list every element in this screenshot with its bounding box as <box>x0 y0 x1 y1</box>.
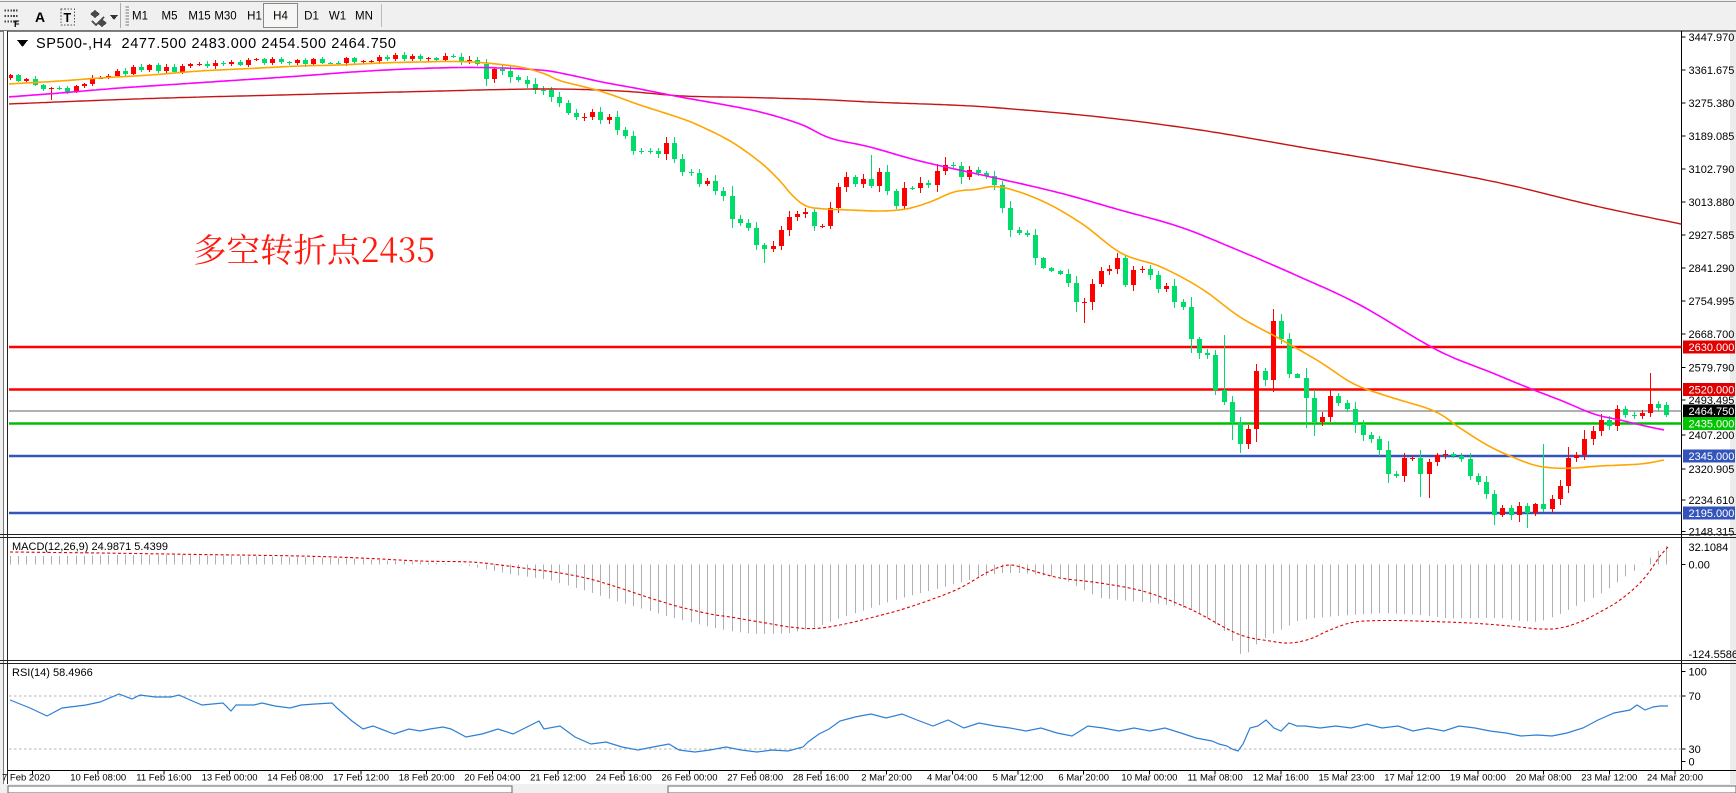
svg-text:M15: M15 <box>188 11 210 23</box>
svg-text:21 Feb 12:00: 21 Feb 12:00 <box>530 773 586 784</box>
svg-text:10 Mar 00:00: 10 Mar 00:00 <box>1121 773 1177 784</box>
svg-text:17 Mar 12:00: 17 Mar 12:00 <box>1384 773 1440 784</box>
svg-text:2630.000: 2630.000 <box>1689 342 1735 354</box>
svg-text:T: T <box>64 11 72 25</box>
svg-text:MN: MN <box>355 11 373 23</box>
svg-text:7 Feb 2020: 7 Feb 2020 <box>2 773 50 784</box>
svg-text:2493.495: 2493.495 <box>1689 395 1735 407</box>
svg-text:13 Feb 00:00: 13 Feb 00:00 <box>202 773 258 784</box>
svg-text:A: A <box>35 9 45 25</box>
svg-text:F: F <box>14 19 20 29</box>
svg-text:12 Mar 16:00: 12 Mar 16:00 <box>1253 773 1309 784</box>
svg-text:SP500-,H4 2477.500 2483.000 2: SP500-,H4 2477.500 2483.000 2454.500 246… <box>36 36 396 52</box>
svg-text:26 Feb 00:00: 26 Feb 00:00 <box>662 773 718 784</box>
svg-text:6 Mar 20:00: 6 Mar 20:00 <box>1058 773 1109 784</box>
svg-text:19 Mar 00:00: 19 Mar 00:00 <box>1450 773 1506 784</box>
svg-text:2407.200: 2407.200 <box>1689 430 1735 442</box>
svg-text:2754.995: 2754.995 <box>1689 296 1735 308</box>
svg-text:2579.790: 2579.790 <box>1689 363 1735 375</box>
svg-text:3447.970: 3447.970 <box>1689 32 1735 44</box>
svg-text:20 Feb 04:00: 20 Feb 04:00 <box>464 773 520 784</box>
svg-text:15 Mar 23:00: 15 Mar 23:00 <box>1319 773 1375 784</box>
svg-text:RSI(14) 58.4966: RSI(14) 58.4966 <box>12 667 93 679</box>
svg-text:M1: M1 <box>132 11 148 23</box>
svg-text:18 Feb 20:00: 18 Feb 20:00 <box>399 773 455 784</box>
svg-text:3189.085: 3189.085 <box>1689 131 1735 143</box>
svg-text:D1: D1 <box>304 11 319 23</box>
svg-text:2148.315: 2148.315 <box>1689 527 1735 539</box>
svg-text:23 Mar 12:00: 23 Mar 12:00 <box>1581 773 1637 784</box>
svg-text:2927.585: 2927.585 <box>1689 230 1735 242</box>
svg-text:3361.675: 3361.675 <box>1689 65 1735 77</box>
svg-text:M30: M30 <box>214 11 236 23</box>
svg-text:70: 70 <box>1689 691 1701 703</box>
svg-text:3102.790: 3102.790 <box>1689 164 1735 176</box>
svg-text:H4: H4 <box>273 11 288 23</box>
svg-text:28 Feb 16:00: 28 Feb 16:00 <box>793 773 849 784</box>
svg-text:32.1084: 32.1084 <box>1689 542 1729 554</box>
svg-text:H1: H1 <box>247 11 262 23</box>
svg-text:MACD(12,26,9) 24.9871 5.4399: MACD(12,26,9) 24.9871 5.4399 <box>12 541 168 553</box>
svg-text:2345.000: 2345.000 <box>1689 451 1735 463</box>
svg-text:17 Feb 12:00: 17 Feb 12:00 <box>333 773 389 784</box>
svg-text:10 Feb 08:00: 10 Feb 08:00 <box>70 773 126 784</box>
svg-text:24 Feb 16:00: 24 Feb 16:00 <box>596 773 652 784</box>
svg-text:2520.000: 2520.000 <box>1689 385 1735 397</box>
svg-text:11 Mar 08:00: 11 Mar 08:00 <box>1187 773 1242 784</box>
svg-text:100: 100 <box>1689 667 1707 679</box>
svg-text:3275.380: 3275.380 <box>1689 98 1735 110</box>
svg-text:30: 30 <box>1689 744 1701 756</box>
svg-text:4 Mar 04:00: 4 Mar 04:00 <box>927 773 978 784</box>
svg-text:0.00: 0.00 <box>1689 560 1710 572</box>
svg-text:20 Mar 08:00: 20 Mar 08:00 <box>1516 773 1572 784</box>
svg-text:2841.290: 2841.290 <box>1689 263 1735 275</box>
svg-text:2435.000: 2435.000 <box>1689 419 1735 431</box>
svg-text:-124.5586: -124.5586 <box>1689 649 1736 661</box>
svg-text:11 Feb 16:00: 11 Feb 16:00 <box>136 773 191 784</box>
svg-text:2668.700: 2668.700 <box>1689 329 1735 341</box>
svg-text:M5: M5 <box>162 11 178 23</box>
svg-text:2320.905: 2320.905 <box>1689 464 1735 476</box>
svg-text:5 Mar 12:00: 5 Mar 12:00 <box>993 773 1044 784</box>
svg-text:27 Feb 08:00: 27 Feb 08:00 <box>727 773 783 784</box>
svg-text:2 Mar 20:00: 2 Mar 20:00 <box>861 773 912 784</box>
svg-text:2234.610: 2234.610 <box>1689 495 1735 507</box>
svg-text:14 Feb 08:00: 14 Feb 08:00 <box>267 773 323 784</box>
svg-text:2195.000: 2195.000 <box>1689 508 1735 520</box>
svg-text:3013.880: 3013.880 <box>1689 197 1735 209</box>
svg-text:2464.750: 2464.750 <box>1689 406 1735 418</box>
svg-text:24 Mar 20:00: 24 Mar 20:00 <box>1647 773 1703 784</box>
svg-text:W1: W1 <box>329 11 346 23</box>
svg-text:0: 0 <box>1689 757 1695 769</box>
